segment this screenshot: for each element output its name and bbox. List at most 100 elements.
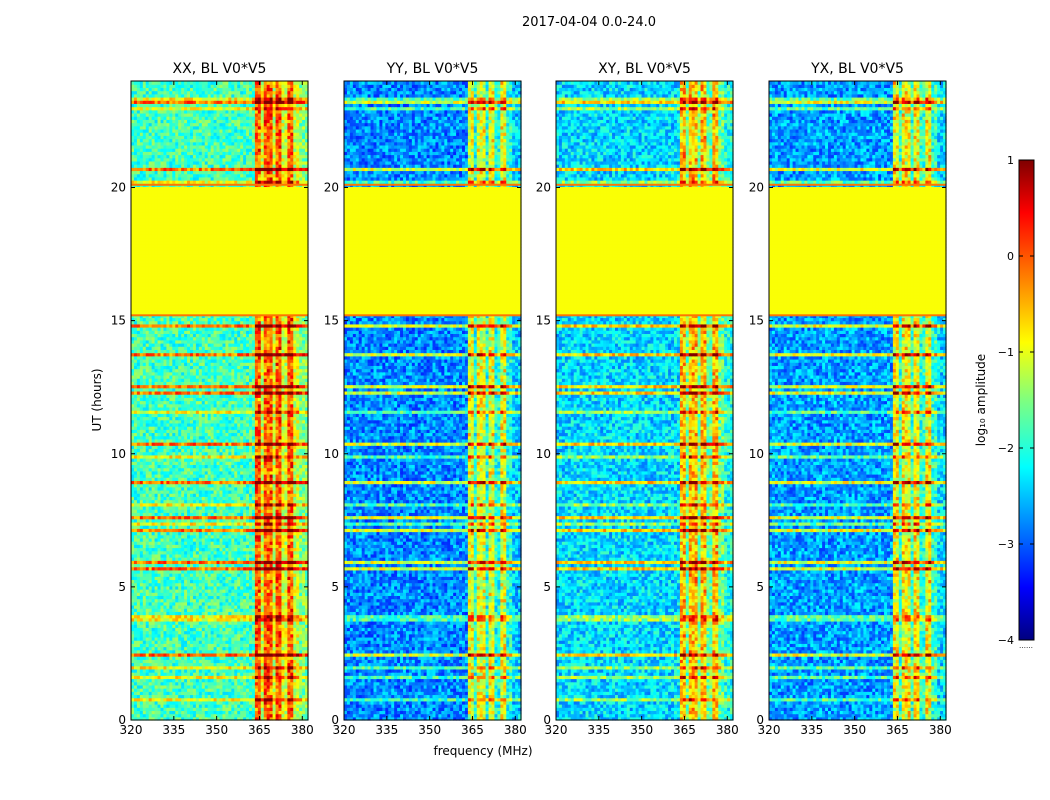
heatmap-cell bbox=[184, 675, 188, 680]
heatmap-cell bbox=[151, 659, 156, 664]
heatmap-cell bbox=[213, 662, 218, 667]
heatmap-cell bbox=[240, 640, 244, 644]
heatmap-cell bbox=[287, 668, 291, 673]
heatmap-cell bbox=[243, 672, 247, 676]
heatmap-cell bbox=[204, 694, 209, 699]
heatmap-cell bbox=[305, 704, 309, 708]
heatmap-cell bbox=[305, 643, 309, 648]
heatmap-cell bbox=[305, 646, 309, 651]
heatmap-cell bbox=[219, 665, 224, 670]
heatmap-cell bbox=[234, 652, 238, 657]
heatmap-cell bbox=[234, 662, 238, 667]
heatmap-cell bbox=[290, 697, 294, 702]
heatmap-cell bbox=[157, 672, 162, 676]
heatmap-cell bbox=[287, 646, 291, 651]
heatmap-cell bbox=[169, 662, 173, 667]
heatmap-cell bbox=[257, 652, 262, 657]
heatmap-cell bbox=[187, 700, 191, 705]
heatmap-cell bbox=[243, 646, 247, 651]
heatmap-cell bbox=[192, 700, 197, 705]
heatmap-cell bbox=[302, 675, 306, 680]
heatmap-cell bbox=[178, 681, 182, 686]
heatmap-cell bbox=[260, 688, 265, 692]
heatmap-cell bbox=[228, 716, 232, 721]
heatmap-cell bbox=[293, 704, 297, 708]
heatmap-cell bbox=[139, 665, 144, 670]
heatmap-cell bbox=[181, 656, 185, 660]
heatmap-cell bbox=[198, 707, 203, 712]
heatmap-cell bbox=[210, 662, 215, 667]
heatmap-cell bbox=[160, 659, 165, 664]
heatmap-cell bbox=[302, 659, 306, 664]
heatmap-cell bbox=[154, 716, 159, 721]
heatmap-cell bbox=[136, 700, 141, 705]
heatmap-cell bbox=[305, 662, 309, 667]
heatmap-cell bbox=[148, 713, 153, 718]
heatmap-cell bbox=[278, 678, 283, 683]
heatmap-cell bbox=[145, 694, 150, 699]
heatmap-cell bbox=[184, 656, 188, 660]
heatmap-cell bbox=[284, 678, 288, 683]
heatmap-cell bbox=[249, 662, 253, 667]
heatmap-cell bbox=[172, 649, 176, 654]
heatmap-cell bbox=[263, 681, 268, 686]
heatmap-cell bbox=[204, 691, 209, 696]
heatmap-cell bbox=[169, 649, 173, 654]
heatmap-cell bbox=[254, 691, 259, 696]
heatmap-cell bbox=[142, 700, 147, 705]
heatmap-cell bbox=[213, 646, 218, 651]
heatmap-cell bbox=[213, 659, 218, 664]
heatmap-cell bbox=[181, 662, 185, 667]
heatmap-cell bbox=[228, 681, 232, 686]
heatmap-cell bbox=[254, 700, 259, 705]
heatmap-cell bbox=[157, 688, 162, 692]
heatmap-cell bbox=[260, 636, 265, 641]
heatmap-cell bbox=[175, 691, 179, 696]
heatmap-cell bbox=[234, 713, 238, 718]
heatmap-cell bbox=[163, 640, 167, 644]
heatmap-cell bbox=[195, 700, 200, 705]
heatmap-cell bbox=[222, 707, 226, 712]
heatmap-cell bbox=[254, 662, 259, 667]
heatmap-cell bbox=[246, 672, 250, 676]
heatmap-cell bbox=[219, 646, 224, 651]
heatmap-cell bbox=[172, 691, 176, 696]
heatmap-cell bbox=[207, 697, 212, 702]
heatmap-cell bbox=[305, 668, 309, 673]
heatmap-cell bbox=[287, 662, 291, 667]
heatmap-cell bbox=[246, 656, 250, 660]
heatmap-cell bbox=[151, 694, 156, 699]
heatmap-cell bbox=[148, 697, 153, 702]
heatmap-cell bbox=[131, 713, 135, 718]
heatmap-cell bbox=[249, 691, 253, 696]
heatmap-cell bbox=[296, 681, 300, 686]
heatmap-cell bbox=[287, 700, 291, 705]
heatmap-cell bbox=[222, 716, 226, 721]
heatmap-cell bbox=[148, 710, 153, 715]
heatmap-cell bbox=[302, 684, 306, 689]
heatmap-cell bbox=[299, 694, 303, 699]
heatmap-cell bbox=[187, 649, 191, 654]
heatmap-cell bbox=[157, 646, 162, 651]
heatmap-cell bbox=[145, 649, 150, 654]
heatmap-cell bbox=[216, 636, 221, 641]
heatmap-cell bbox=[154, 646, 159, 651]
heatmap-cell bbox=[163, 646, 167, 651]
heatmap-cell bbox=[163, 688, 167, 692]
heatmap-cell bbox=[272, 694, 277, 699]
heatmap-cell bbox=[213, 668, 218, 673]
heatmap-cell bbox=[272, 672, 277, 676]
heatmap-cell bbox=[192, 697, 197, 702]
heatmap-cell bbox=[178, 636, 182, 641]
heatmap-cell bbox=[275, 704, 280, 708]
heatmap-cell bbox=[213, 636, 218, 641]
heatmap-cell bbox=[237, 662, 241, 667]
heatmap-cell bbox=[269, 694, 274, 699]
heatmap-cell bbox=[251, 675, 256, 680]
heatmap-cell bbox=[299, 707, 303, 712]
heatmap-cell bbox=[222, 697, 226, 702]
heatmap-cell bbox=[187, 678, 191, 683]
heatmap-cell bbox=[275, 652, 280, 657]
heatmap-cell bbox=[181, 672, 185, 676]
heatmap-cell bbox=[222, 710, 226, 715]
